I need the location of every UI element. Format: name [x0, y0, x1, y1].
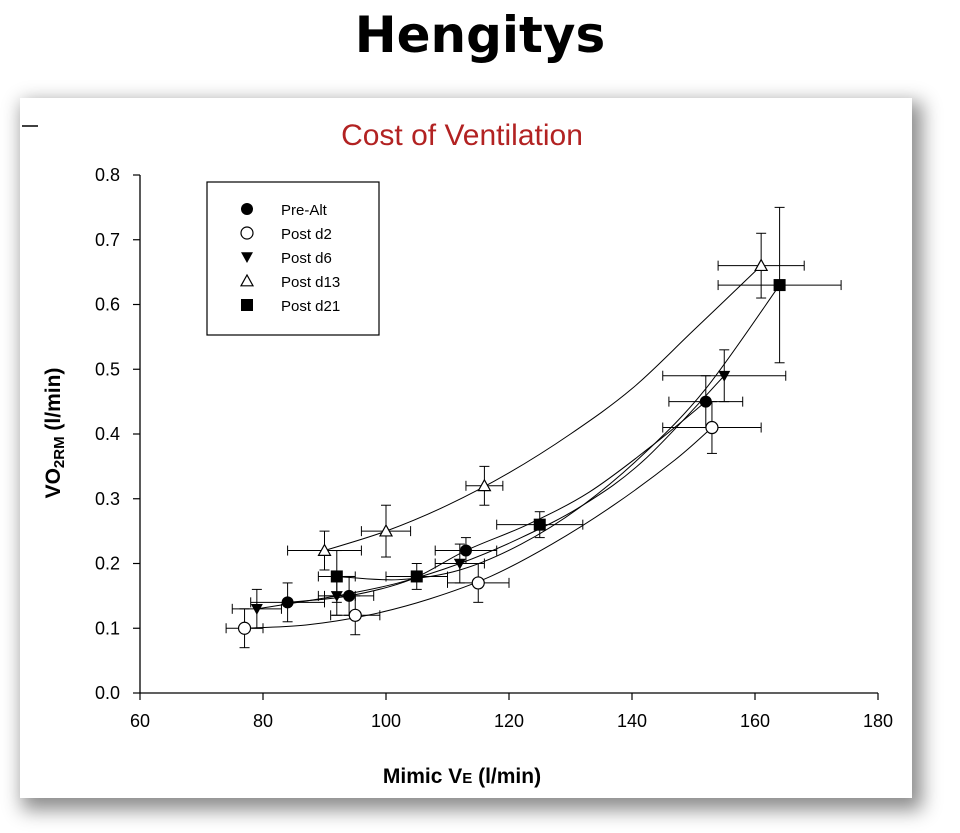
marker-post-d2	[705, 420, 719, 435]
fit-curve-post-d2	[244, 427, 713, 629]
legend-label-post-d6: Post d6	[281, 250, 332, 267]
legend-label-pre-alt: Pre-Alt	[281, 202, 328, 219]
x-tick-label: 100	[371, 711, 401, 731]
legend-label-post-d13: Post d13	[281, 274, 340, 291]
y-tick-label: 0.4	[95, 424, 120, 444]
marker-post-d21	[330, 570, 343, 583]
x-tick-label: 120	[494, 711, 524, 731]
y-tick-label: 0.5	[95, 359, 120, 379]
legend-marker-post-d2	[240, 226, 254, 240]
marker-pre-alt	[343, 589, 356, 602]
marker-post-d2	[237, 621, 252, 635]
y-tick-label: 0.3	[95, 489, 120, 509]
fit-curve-pre-alt	[287, 401, 707, 603]
legend-label-post-d21: Post d21	[281, 298, 340, 315]
marker-pre-alt	[281, 596, 294, 609]
marker-post-d21	[773, 279, 786, 292]
fit-curve-post-d6	[256, 375, 725, 610]
x-tick-label: 140	[617, 711, 647, 731]
x-tick-label: 160	[740, 711, 770, 731]
marker-pre-alt	[699, 395, 712, 408]
marker-post-d6	[453, 558, 466, 570]
marker-post-d2	[471, 576, 485, 590]
x-tick-label: 60	[130, 711, 150, 731]
marker-post-d6	[330, 591, 343, 602]
legend-marker-post-d21	[241, 299, 253, 311]
marker-post-d13	[754, 258, 769, 272]
legend: Pre-Alt Post d2 Post d6 Post d13 Post d21	[206, 181, 380, 336]
marker-post-d13	[317, 543, 332, 556]
y-tick-label: 0.7	[95, 230, 120, 250]
y-tick-label: 0.0	[95, 683, 120, 703]
marker-post-d13	[378, 523, 394, 537]
marker-pre-alt	[459, 544, 472, 557]
y-tick-label: 0.8	[95, 165, 120, 185]
fit-curve-post-d13	[324, 265, 762, 552]
marker-post-d21	[533, 518, 546, 531]
marker-post-d21	[410, 570, 423, 583]
chart-title: Cost of Ventilation	[341, 119, 583, 152]
x-tick-label: 180	[863, 711, 893, 731]
marker-post-d6	[250, 604, 263, 615]
marker-post-d2	[348, 608, 362, 622]
marker-post-d13	[477, 478, 492, 492]
y-axis-label: VO2RM (l/min)	[42, 368, 68, 499]
marker-post-d6	[718, 370, 731, 382]
legend-marker-post-d6	[241, 252, 253, 263]
axes: 60 80 100 120 140 160 180 0.0 0.1 0.2 0.3 0.4 0.5 0.6…	[95, 165, 893, 731]
y-tick-label: 0.1	[95, 618, 120, 638]
chart-figure: Cost of Ventilation 60 80 100 120 140 160 180 0…	[20, 98, 912, 798]
x-tick-label: 80	[253, 711, 273, 731]
y-tick-label: 0.2	[95, 554, 120, 574]
x-axis-label: Mimic VE (l/min)	[383, 765, 541, 788]
slide-title: Hengitys	[354, 6, 606, 64]
legend-box	[206, 181, 380, 336]
legend-marker-post-d13	[239, 273, 255, 287]
legend-marker-pre-alt	[241, 203, 253, 215]
scatter-chart: Cost of Ventilation 60 80 100 120 140 160 180 0…	[22, 119, 893, 788]
legend-label-post-d2: Post d2	[281, 226, 332, 243]
y-tick-label: 0.6	[95, 295, 120, 315]
data-markers	[237, 258, 786, 635]
